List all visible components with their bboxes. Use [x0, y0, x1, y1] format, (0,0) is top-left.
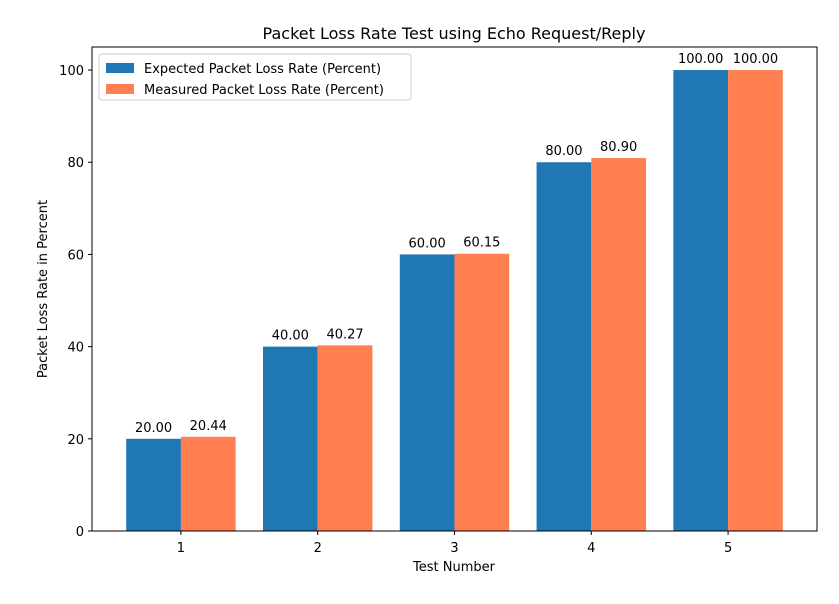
data-label: 80.00 — [545, 144, 582, 159]
legend: Expected Packet Loss Rate (Percent) Measu… — [98, 53, 412, 101]
data-label: 20.44 — [190, 419, 227, 434]
x-tick-label: 3 — [450, 541, 458, 556]
bar — [317, 345, 373, 531]
x-tick-label: 4 — [587, 541, 595, 556]
bar — [454, 253, 510, 532]
x-axis-title: Test Number — [412, 560, 496, 575]
x-tick-label: 5 — [724, 541, 732, 556]
bar — [399, 254, 455, 531]
legend-swatch — [106, 84, 134, 94]
bar — [728, 70, 783, 532]
y-tick-label: 100 — [59, 64, 84, 79]
legend-label: Expected Packet Loss Rate (Percent) — [144, 62, 381, 77]
data-label: 80.90 — [600, 140, 637, 155]
data-label: 20.00 — [135, 421, 172, 436]
bar — [536, 162, 592, 531]
plot-area: 20.00 40.00 60.00 80.00 100.00 20.44 40.27 60.1… — [126, 52, 783, 532]
y-tick-label: 40 — [67, 341, 84, 356]
data-label: 100.00 — [733, 52, 779, 67]
bar — [180, 436, 236, 531]
axes: 0 20 40 60 80 100 1 2 3 4 5 — [59, 46, 818, 556]
legend-box — [98, 53, 412, 101]
bar — [262, 346, 318, 531]
bar — [591, 158, 647, 531]
data-label: 60.15 — [463, 236, 500, 251]
y-tick-label: 0 — [76, 525, 84, 540]
chart-title: Packet Loss Rate Test using Echo Request… — [263, 24, 646, 43]
legend-swatch — [106, 63, 134, 73]
bar — [673, 70, 729, 532]
data-label: 100.00 — [678, 52, 724, 67]
data-label: 40.27 — [326, 327, 363, 342]
legend-label: Measured Packet Loss Rate (Percent) — [144, 83, 384, 98]
y-axis-title: Packet Loss Rate in Percent — [36, 200, 51, 378]
x-tick-label: 1 — [177, 541, 185, 556]
data-label: 40.00 — [272, 329, 309, 344]
y-tick-label: 60 — [67, 248, 84, 263]
x-tick-label: 2 — [314, 541, 322, 556]
y-tick-label: 80 — [67, 156, 84, 171]
bar — [126, 438, 181, 531]
data-label: 60.00 — [409, 236, 446, 251]
y-tick-label: 20 — [67, 433, 84, 448]
